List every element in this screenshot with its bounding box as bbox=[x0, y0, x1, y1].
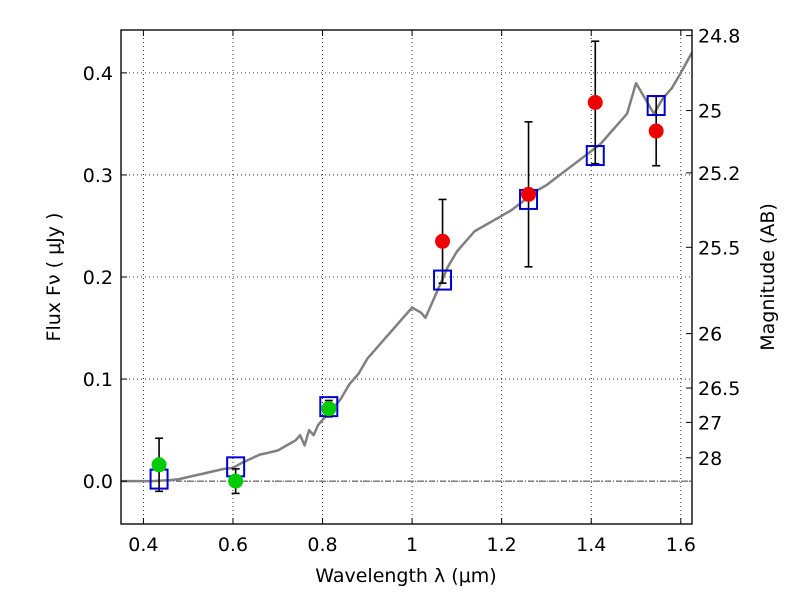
y2-tick-label: 26 bbox=[698, 324, 722, 346]
y-tick-label: 0.0 bbox=[83, 471, 113, 493]
x-tick-label: 0.8 bbox=[307, 534, 337, 556]
observed-points bbox=[151, 94, 664, 489]
y2-tick-label: 25.2 bbox=[698, 163, 740, 185]
tick-labels: 0.4 0.6 0.8 1 1.2 1.4 1.6 0.0 0.1 0.2 0.3 0.4 24.8 25… bbox=[83, 26, 741, 556]
y2-tick-label: 27 bbox=[698, 412, 722, 434]
observed-point bbox=[587, 94, 603, 110]
observed-point bbox=[435, 233, 451, 249]
x-tick-label: 1.2 bbox=[487, 534, 517, 556]
model-square-point bbox=[585, 145, 605, 167]
y-tick-label: 0.3 bbox=[83, 165, 113, 187]
y2-axis-title: Magnitude (AB) bbox=[757, 203, 779, 351]
plot-frame bbox=[120, 29, 693, 525]
x-axis-title: Wavelength λ (μm) bbox=[315, 565, 496, 587]
x-tick-label: 0.4 bbox=[128, 534, 158, 556]
y2-tick-label: 24.8 bbox=[698, 26, 740, 48]
y2-tick-label: 26.5 bbox=[698, 378, 740, 400]
observed-point bbox=[648, 123, 664, 139]
ticks bbox=[121, 30, 692, 524]
observed-point bbox=[321, 401, 337, 417]
observed-point bbox=[228, 473, 244, 489]
y-axis-title: Flux Fν ( μJy ) bbox=[43, 213, 65, 342]
y-tick-label: 0.1 bbox=[83, 369, 113, 391]
x-tick-label: 1.6 bbox=[666, 534, 696, 556]
plot-border bbox=[120, 29, 693, 525]
y2-tick-label: 25 bbox=[698, 101, 722, 123]
model-square-point bbox=[646, 95, 666, 117]
observed-point bbox=[521, 186, 537, 202]
x-tick-label: 0.6 bbox=[218, 534, 248, 556]
x-tick-label: 1 bbox=[406, 534, 418, 556]
y2-tick-label: 28 bbox=[698, 448, 722, 470]
x-tick-label: 1.4 bbox=[576, 534, 606, 556]
y-tick-label: 0.2 bbox=[83, 267, 113, 289]
observed-point bbox=[151, 457, 167, 473]
model-square-point bbox=[433, 269, 453, 291]
y2-tick-label: 25.5 bbox=[698, 237, 740, 259]
y-tick-label: 0.4 bbox=[83, 63, 113, 85]
